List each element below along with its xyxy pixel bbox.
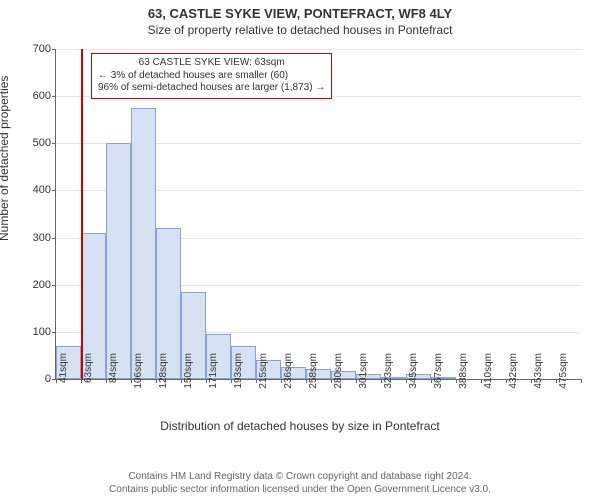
x-tick-label: 410sqm (481, 353, 494, 413)
y-tick-label: 0 (21, 373, 56, 385)
chart-area: Number of detached properties 0100200300… (0, 41, 600, 441)
x-axis-label: Distribution of detached houses by size … (0, 419, 600, 433)
histogram-bar (131, 108, 156, 379)
x-tick-label: 128sqm (156, 353, 169, 413)
x-tick-label: 150sqm (181, 353, 194, 413)
y-tick-label: 600 (21, 90, 56, 102)
title: 63, CASTLE SYKE VIEW, PONTEFRACT, WF8 4L… (0, 0, 600, 21)
x-tick-label: 345sqm (406, 353, 419, 413)
x-tick-label: 453sqm (531, 353, 544, 413)
x-tick-label: 41sqm (56, 353, 69, 413)
grid-line (56, 49, 581, 50)
y-tick-label: 100 (21, 326, 56, 338)
x-tick-label: 323sqm (381, 353, 394, 413)
x-tick-label: 475sqm (556, 353, 569, 413)
x-tick-label: 193sqm (231, 353, 244, 413)
plot-area: 010020030040050060070041sqm63sqm84sqm106… (55, 49, 581, 380)
y-tick-label: 500 (21, 137, 56, 149)
x-tick-label: 432sqm (506, 353, 519, 413)
x-tick-label: 171sqm (206, 353, 219, 413)
x-tick-label: 215sqm (256, 353, 269, 413)
x-tick-label: 258sqm (306, 353, 319, 413)
y-axis-label: Number of detached properties (0, 76, 11, 241)
histogram-bar (106, 143, 131, 379)
subtitle: Size of property relative to detached ho… (0, 21, 600, 41)
x-tick-label: 280sqm (331, 353, 344, 413)
annotation-line-2: ← 3% of detached houses are smaller (60) (98, 70, 325, 83)
x-tick-label: 388sqm (456, 353, 469, 413)
x-tick-label: 106sqm (131, 353, 144, 413)
x-tick-label: 84sqm (106, 353, 119, 413)
x-tick-label: 301sqm (356, 353, 369, 413)
y-tick-label: 700 (21, 43, 56, 55)
x-tick-label: 367sqm (431, 353, 444, 413)
x-tick-mark (581, 379, 582, 383)
annotation-box: 63 CASTLE SYKE VIEW: 63sqm ← 3% of detac… (91, 53, 332, 99)
y-tick-label: 400 (21, 184, 56, 196)
y-tick-label: 300 (21, 232, 56, 244)
marker-line (81, 49, 83, 379)
y-tick-label: 200 (21, 279, 56, 291)
footer-line-2: Contains public sector information licen… (0, 484, 600, 497)
x-tick-label: 236sqm (281, 353, 294, 413)
footer: Contains HM Land Registry data © Crown c… (0, 471, 600, 496)
annotation-line-1: 63 CASTLE SYKE VIEW: 63sqm (98, 57, 325, 70)
figure: 63, CASTLE SYKE VIEW, PONTEFRACT, WF8 4L… (0, 0, 600, 500)
footer-line-1: Contains HM Land Registry data © Crown c… (0, 471, 600, 484)
annotation-line-3: 96% of semi-detached houses are larger (… (98, 82, 325, 95)
